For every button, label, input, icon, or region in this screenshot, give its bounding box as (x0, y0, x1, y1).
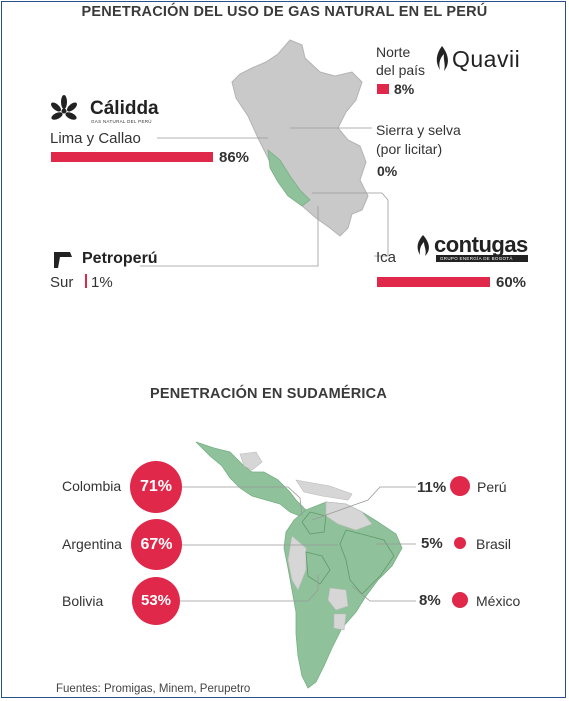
mexico-label: México (476, 593, 521, 609)
lima-bar (51, 152, 213, 162)
peru-map (140, 39, 389, 267)
norte-label-1: Norte (376, 44, 411, 60)
sur-value: 1% (91, 274, 113, 291)
norte-value: 8% (394, 81, 415, 97)
contugas-logo-subtitle: GRUPO ENERGÍA DE BOGOTÁ (440, 256, 513, 261)
peru-sa-label: Perú (477, 479, 507, 495)
brasil-value: 5% (421, 535, 443, 552)
ica-bar (377, 277, 490, 287)
sur-bar (85, 274, 87, 288)
source-note: Fuentes: Promigas, Minem, Perupetro (56, 683, 251, 695)
sudamerica-title: PENETRACIÓN EN SUDAMÉRICA (149, 386, 387, 402)
norte-bar (377, 84, 389, 94)
ica-label: Ica (376, 249, 397, 266)
norte-label-2: del país (376, 62, 426, 78)
argentina-circle: 67% (131, 519, 182, 570)
quavii-flame-icon (436, 46, 448, 71)
argentina-label: Argentina (62, 536, 122, 552)
mexico-dot (452, 592, 468, 608)
quavii-logo-text: Quavii (452, 46, 521, 72)
peru-title: PENETRACIÓN DEL USO DE GAS NATURAL EN EL… (81, 4, 488, 20)
peru-sa-dot (450, 476, 470, 496)
ica-value: 60% (496, 274, 527, 291)
bolivia-label: Bolivia (62, 593, 104, 609)
sierra-label-2: (por licitar) (376, 141, 443, 157)
lima-label: Lima y Callao (50, 130, 141, 147)
sierra-label-1: Sierra y selva (376, 122, 461, 138)
brasil-dot (454, 537, 466, 549)
petroperu-logo-text: Petroperú (82, 250, 158, 267)
mexico-value: 8% (419, 592, 441, 609)
contugas-flame-icon (417, 235, 429, 256)
brasil-label: Brasil (476, 536, 512, 552)
contugas-logo-band (436, 255, 528, 262)
sierra-value: 0% (377, 163, 398, 179)
petroperu-icon (54, 252, 72, 268)
sur-label: Sur (50, 274, 74, 291)
bolivia-circle: 53% (132, 577, 180, 625)
contugas-logo-text: contugas (434, 232, 528, 257)
colombia-circle: 71% (130, 461, 182, 513)
calidda-flower-icon (51, 95, 77, 120)
peru-sa-value: 11% (417, 479, 447, 496)
calidda-logo-text: Cálidda (90, 98, 159, 119)
lima-value: 86% (219, 149, 250, 166)
calidda-logo-subtitle: GAS NATURAL DEL PERÚ (91, 119, 152, 124)
colombia-label: Colombia (62, 478, 122, 494)
